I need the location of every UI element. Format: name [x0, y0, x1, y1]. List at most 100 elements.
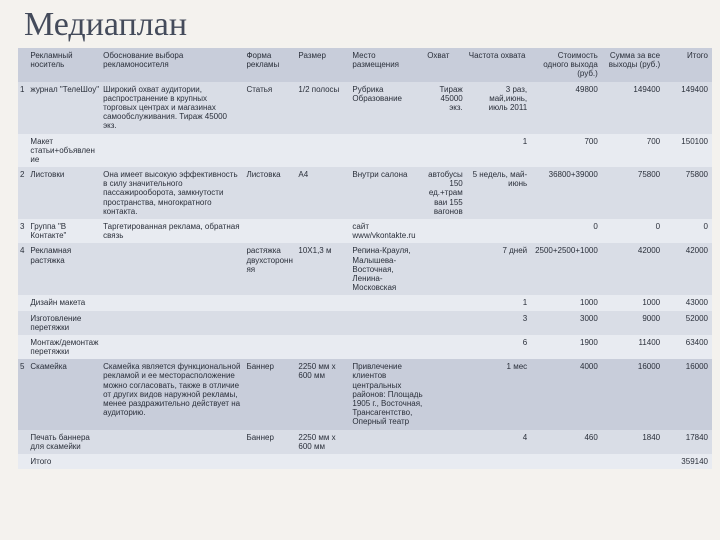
table-cell — [425, 311, 467, 335]
table-cell: Тираж 45000 экз. — [425, 82, 467, 134]
table-cell — [244, 295, 296, 310]
table-cell — [296, 311, 350, 335]
table-cell — [350, 311, 425, 335]
table-cell: растяжка двухсторонняя — [244, 243, 296, 295]
table-cell: 1840 — [602, 430, 664, 454]
table-cell: Итого — [28, 454, 101, 469]
table-cell: сайт www/vkontakte.ru — [350, 219, 425, 243]
table-cell — [101, 243, 244, 295]
table-cell: 700 — [531, 134, 602, 168]
table-cell: 36800+39000 — [531, 167, 602, 219]
table-cell: Таргетированная реклама, обратная связь — [101, 219, 244, 243]
table-cell: 149400 — [664, 82, 712, 134]
table-cell — [18, 430, 28, 454]
table-cell — [101, 335, 244, 359]
table-cell: 1 — [467, 295, 531, 310]
table-cell: 3 — [467, 311, 531, 335]
table-cell: 6 — [467, 335, 531, 359]
table-cell — [425, 454, 467, 469]
table-cell — [350, 335, 425, 359]
column-header: Рекламный носитель — [28, 48, 101, 82]
table-cell: 63400 — [664, 335, 712, 359]
table-cell — [425, 295, 467, 310]
table-cell: 1000 — [602, 295, 664, 310]
table-cell: 1 — [18, 82, 28, 134]
table-cell: 42000 — [602, 243, 664, 295]
table-cell: 16000 — [664, 359, 712, 429]
table-cell: 52000 — [664, 311, 712, 335]
table-cell: 75800 — [602, 167, 664, 219]
table-cell: 17840 — [664, 430, 712, 454]
table-cell: 1 мес — [467, 359, 531, 429]
table-cell — [467, 454, 531, 469]
table-cell — [350, 430, 425, 454]
table-row: 5СкамейкаСкамейка является функционально… — [18, 359, 712, 429]
table-cell — [244, 311, 296, 335]
column-header: Частота охвата — [467, 48, 531, 82]
table-cell: Группа "В Контакте" — [28, 219, 101, 243]
table-cell: Привлечение клиентов центральных районов… — [350, 359, 425, 429]
table-cell: А4 — [296, 167, 350, 219]
table-cell — [296, 454, 350, 469]
table-cell: 4 — [467, 430, 531, 454]
table-cell — [425, 359, 467, 429]
table-cell: 11400 — [602, 335, 664, 359]
table-cell: Баннер — [244, 430, 296, 454]
table-cell: 149400 — [602, 82, 664, 134]
table-cell: Макет статьи+объявление — [28, 134, 101, 168]
table-cell — [18, 311, 28, 335]
table-cell: 2500+2500+1000 — [531, 243, 602, 295]
table-cell — [296, 134, 350, 168]
mediaplan-table: Рекламный носительОбоснование выбора рек… — [18, 48, 712, 469]
table-cell: Она имеет высокую эффективность в силу з… — [101, 167, 244, 219]
column-header: Место размещения — [350, 48, 425, 82]
table-cell: 1900 — [531, 335, 602, 359]
table-cell — [602, 454, 664, 469]
table-row: Макет статьи+объявление1700700150100 — [18, 134, 712, 168]
table-cell: 1/2 полосы — [296, 82, 350, 134]
table-cell: 3 раз, май,июнь, июль 2011 — [467, 82, 531, 134]
column-header: Обоснование выбора рекламоносителя — [101, 48, 244, 82]
table-cell — [425, 243, 467, 295]
table-cell — [244, 454, 296, 469]
table-cell — [244, 335, 296, 359]
column-header: Форма рекламы — [244, 48, 296, 82]
table-cell — [296, 335, 350, 359]
table-cell: 9000 — [602, 311, 664, 335]
table-cell — [244, 134, 296, 168]
table-row: Монтаж/демонтаж перетяжки619001140063400 — [18, 335, 712, 359]
table-row: Изготовление перетяжки33000900052000 — [18, 311, 712, 335]
table-cell: Скамейка является функциональной рекламо… — [101, 359, 244, 429]
table-cell — [18, 134, 28, 168]
table-cell: 359140 — [664, 454, 712, 469]
table-cell: Изготовление перетяжки — [28, 311, 101, 335]
table-cell: 0 — [664, 219, 712, 243]
table-cell — [350, 454, 425, 469]
table-cell — [350, 295, 425, 310]
table-cell: 16000 — [602, 359, 664, 429]
table-cell: Дизайн макета — [28, 295, 101, 310]
table-cell — [244, 219, 296, 243]
table-row: 1журнал "ТелеШоу"Широкий охват аудитории… — [18, 82, 712, 134]
table-cell — [101, 430, 244, 454]
table-cell: 7 дней — [467, 243, 531, 295]
table-cell: Листовка — [244, 167, 296, 219]
table-cell — [101, 134, 244, 168]
table-cell — [101, 311, 244, 335]
table-cell — [467, 219, 531, 243]
table-cell: Репина-Крауля, Малышева-Восточная, Ленин… — [350, 243, 425, 295]
table-cell: 2 — [18, 167, 28, 219]
table-cell: Внутри салона — [350, 167, 425, 219]
table-cell: 75800 — [664, 167, 712, 219]
table-cell: Статья — [244, 82, 296, 134]
table-cell: 4000 — [531, 359, 602, 429]
table-row: 3Группа "В Контакте"Таргетированная рекл… — [18, 219, 712, 243]
table-row: Итого 359140 — [18, 454, 712, 469]
table-cell: 4 — [18, 243, 28, 295]
table-cell: 5 недель, май-июнь — [467, 167, 531, 219]
table-cell: 2250 мм х 600 мм — [296, 359, 350, 429]
table-cell: Листовки — [28, 167, 101, 219]
table-cell — [296, 219, 350, 243]
table-cell: журнал "ТелеШоу" — [28, 82, 101, 134]
table-cell: Широкий охват аудитории, распространение… — [101, 82, 244, 134]
